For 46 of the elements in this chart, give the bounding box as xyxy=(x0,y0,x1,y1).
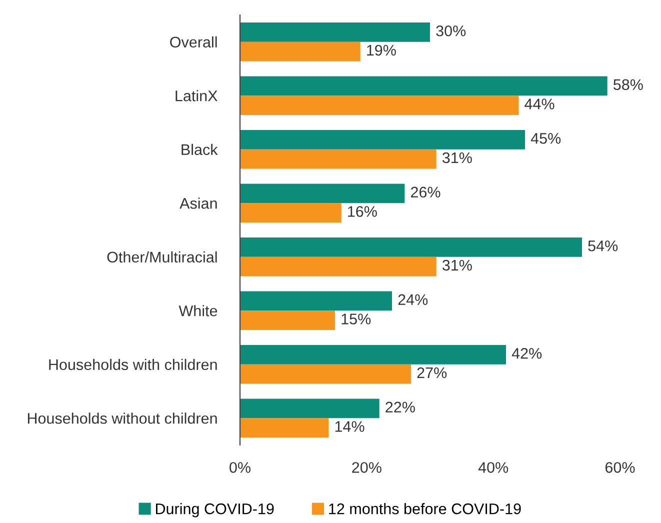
data-label: 26% xyxy=(410,186,440,198)
y-tick-label: Other/Multiracial xyxy=(107,251,217,263)
bar xyxy=(240,291,392,311)
data-label: 24% xyxy=(398,294,428,305)
bar xyxy=(240,149,436,169)
bar xyxy=(240,42,360,62)
bar xyxy=(240,238,582,257)
y-tick-label: White xyxy=(178,305,218,316)
x-tick-label: 20% xyxy=(352,462,382,473)
data-label: 16% xyxy=(348,206,377,217)
bar xyxy=(240,96,519,115)
data-label: 14% xyxy=(335,421,364,432)
x-tick-label: 60% xyxy=(605,462,635,473)
data-label: 31% xyxy=(442,260,472,271)
y-tick-label: Households with children xyxy=(49,358,217,370)
data-label: 54% xyxy=(588,240,618,252)
data-label: 45% xyxy=(530,133,561,144)
data-label: 27% xyxy=(417,367,447,378)
bar xyxy=(240,203,342,222)
bar xyxy=(240,418,329,438)
y-tick-label: Households without children xyxy=(28,412,217,424)
data-label: 30% xyxy=(436,25,466,36)
data-label: 58% xyxy=(614,79,643,90)
bar xyxy=(240,22,430,42)
legend-label: During COVID-19 xyxy=(156,503,274,518)
bar xyxy=(240,130,525,150)
bar xyxy=(240,184,405,204)
data-label: 22% xyxy=(386,402,415,412)
bar xyxy=(240,76,608,96)
y-tick-label: Overall xyxy=(170,36,217,48)
data-label: 31% xyxy=(442,152,472,164)
data-label: 42% xyxy=(512,348,542,359)
bar xyxy=(240,310,335,330)
x-tick-label: 40% xyxy=(478,462,508,473)
data-label: 15% xyxy=(342,314,371,324)
y-tick-label: LatinX xyxy=(176,90,218,102)
bar xyxy=(240,345,506,364)
legend-label: 12 months before COVID-19 xyxy=(329,503,521,514)
bar xyxy=(240,364,411,384)
data-label: 19% xyxy=(367,44,396,56)
x-tick-label: 0% xyxy=(230,462,250,473)
y-tick-label: Asian xyxy=(180,198,217,209)
y-tick-label: Black xyxy=(182,144,218,156)
bar xyxy=(240,398,380,418)
data-label: 44% xyxy=(524,98,554,110)
bar xyxy=(240,256,436,276)
